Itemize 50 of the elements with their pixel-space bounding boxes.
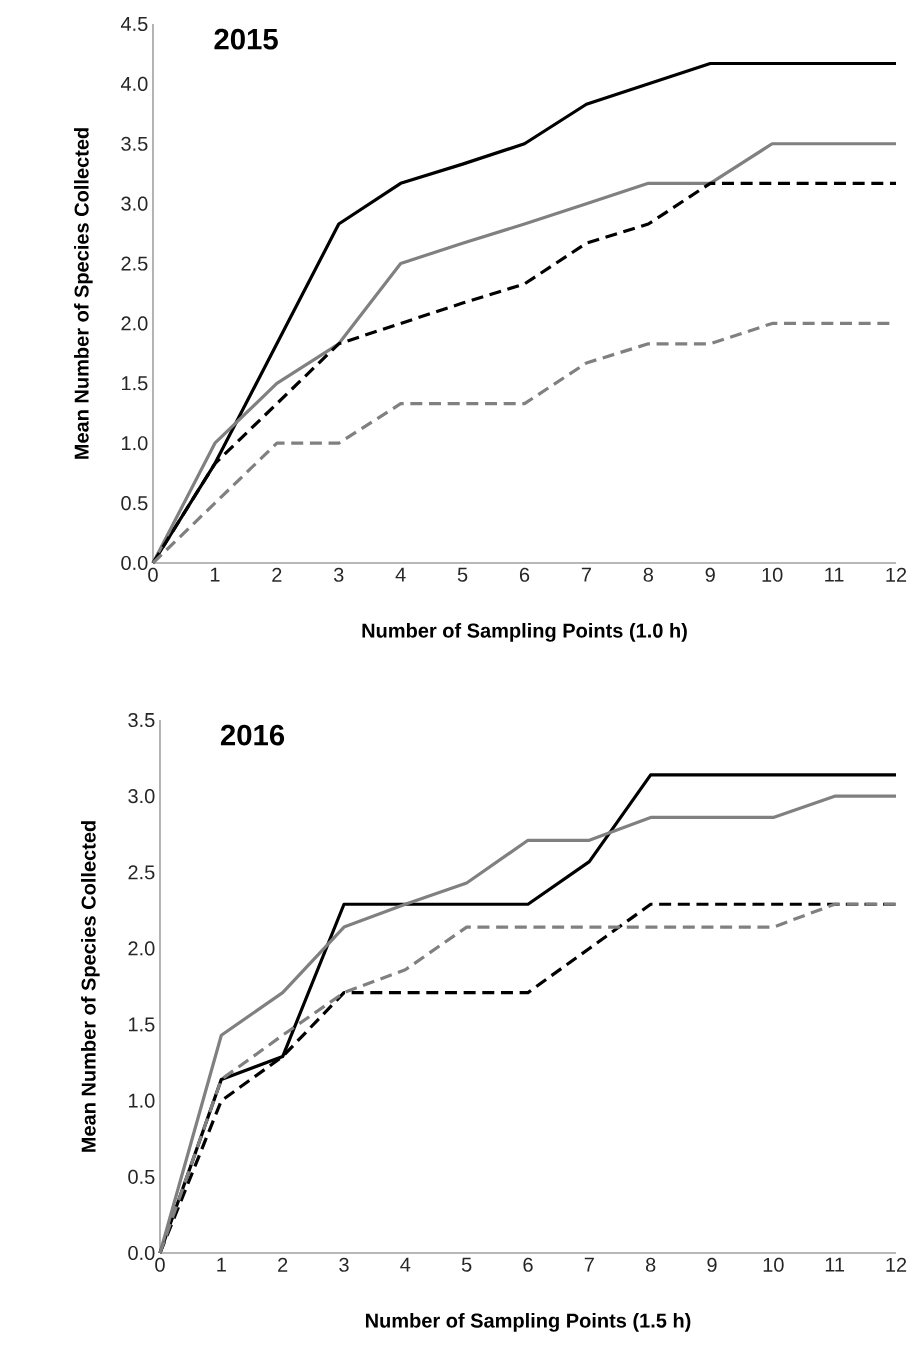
- x-axis-title: Number of Sampling Points (1.5 h): [365, 1313, 691, 1332]
- y-tick-label: 1.5: [129, 1017, 155, 1032]
- x-tick-label: 6: [519, 567, 530, 582]
- x-tick-label: 0: [155, 1257, 165, 1272]
- x-tick-label: 12: [886, 1257, 907, 1272]
- chart-title: 2016: [220, 724, 285, 746]
- y-tick-label: 0.5: [128, 1169, 155, 1184]
- x-tick-label: 1: [217, 1257, 226, 1272]
- y-tick-label: 1.0: [129, 1093, 155, 1108]
- y-tick-label: 3.0: [121, 196, 148, 211]
- x-tick-label: 3: [339, 1257, 349, 1272]
- y-tick-label: 2.5: [128, 865, 155, 880]
- y-tick-label: 3.0: [128, 789, 155, 804]
- x-tick-label: 0: [148, 567, 158, 582]
- x-tick-label: 11: [825, 1257, 845, 1272]
- x-tick-label: 5: [457, 567, 468, 582]
- chart-title: 2015: [214, 28, 278, 50]
- x-tick-label: 9: [705, 567, 715, 582]
- y-tick-label: 0.0: [128, 1245, 155, 1261]
- x-tick-label: 3: [333, 567, 344, 582]
- y-tick-label: 2.0: [121, 316, 148, 331]
- x-tick-label: 6: [523, 1257, 533, 1272]
- x-tick-label: 7: [584, 1257, 594, 1272]
- y-tick-label: 1.5: [122, 376, 148, 391]
- x-tick-label: 2: [272, 567, 282, 582]
- y-tick-label: 4.0: [120, 76, 148, 91]
- x-tick-label: 7: [581, 567, 591, 582]
- y-axis-title: Mean Number of Species Collected: [81, 821, 100, 1152]
- y-tick-label: 2.5: [121, 256, 148, 271]
- y-tick-label: 1.0: [122, 436, 148, 451]
- y-tick-label: 2.0: [128, 941, 155, 956]
- y-axis-title: Mean Number of Species Collected: [74, 128, 93, 459]
- y-tick-label: 0.5: [121, 496, 148, 511]
- y-tick-label: 3.5: [128, 712, 155, 728]
- x-tick-label: 5: [461, 1257, 472, 1272]
- x-tick-label: 8: [645, 1257, 656, 1272]
- x-tick-label: 2: [278, 1257, 288, 1272]
- y-tick-label: 4.5: [120, 17, 148, 31]
- x-tick-label: 1: [210, 567, 220, 582]
- y-tick-label: 3.5: [121, 136, 148, 151]
- x-tick-label: 9: [707, 1257, 717, 1272]
- x-tick-label: 10: [763, 1257, 784, 1272]
- x-tick-label: 4: [395, 567, 406, 582]
- x-tick-label: 12: [886, 567, 907, 582]
- x-axis-title: Number of Sampling Points (1.0 h): [362, 623, 687, 642]
- x-tick-label: 8: [643, 567, 654, 582]
- x-tick-label: 10: [762, 567, 783, 582]
- x-tick-label: 11: [825, 567, 844, 582]
- y-tick-label: 0.0: [121, 555, 148, 571]
- x-tick-label: 4: [400, 1257, 411, 1272]
